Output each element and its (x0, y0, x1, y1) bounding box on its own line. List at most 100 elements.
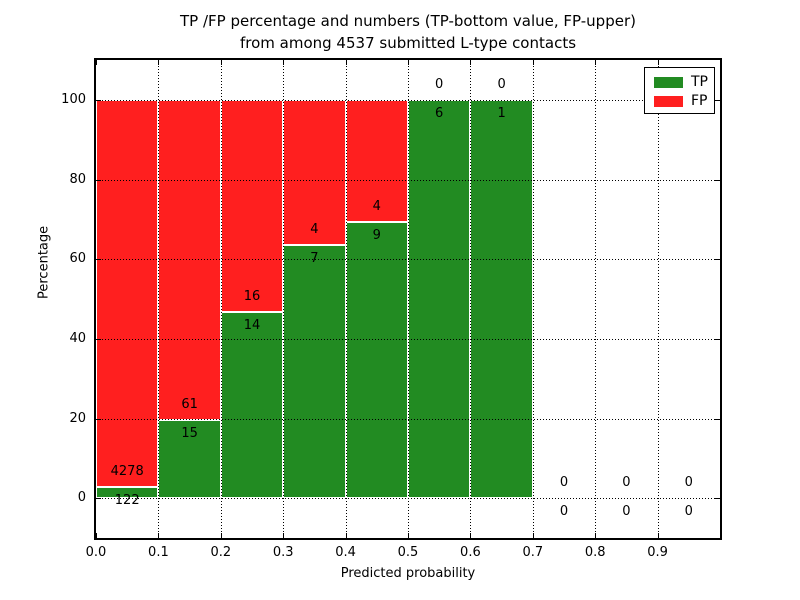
fp-count-label: 0 (435, 76, 444, 92)
fp-count-label: 16 (243, 289, 261, 305)
x-tick-mark-top (345, 60, 347, 65)
fp-count-label: 61 (181, 396, 198, 412)
y-tick-label: 80 (69, 171, 86, 187)
tp-count-label: 6 (435, 105, 444, 121)
x-tick-mark-top (470, 60, 472, 65)
x-tick-mark-top (158, 60, 160, 65)
x-tick-mark-top (96, 60, 97, 65)
x-tick-mark (532, 533, 534, 538)
gridline-vertical (657, 60, 659, 538)
tp-count-label: 0 (684, 504, 693, 520)
chart-title: TP /FP percentage and numbers (TP-bottom… (96, 10, 720, 54)
y-tick-mark-right (715, 418, 720, 420)
x-tick-label: 0.2 (210, 545, 232, 560)
x-tick-label: 0.6 (460, 545, 481, 560)
y-tick-label: 0 (77, 490, 86, 506)
x-tick-label: 0.8 (584, 545, 606, 560)
x-tick-mark-top (220, 60, 222, 65)
bar-segment-tp (345, 222, 408, 499)
fp-count-label: 0 (559, 475, 569, 491)
gridline-vertical (595, 60, 597, 538)
y-tick-label: 40 (69, 330, 86, 346)
fp-color-swatch (654, 96, 683, 107)
x-tick-label: 0.3 (272, 545, 294, 560)
gridline-vertical (283, 60, 285, 538)
x-tick-label: 0.0 (85, 545, 107, 560)
fp-count-label: 0 (622, 475, 631, 491)
bar-segment-tp (220, 312, 284, 499)
x-tick-mark (283, 533, 285, 538)
fp-count-label: 0 (684, 475, 693, 491)
x-tick-mark-top (408, 60, 409, 65)
y-tick-mark-right (715, 179, 720, 181)
tp-count-label: 0 (622, 504, 631, 520)
y-tick-mark (96, 99, 101, 101)
gridline-vertical (158, 60, 160, 538)
x-tick-mark (220, 533, 222, 538)
fp-count-label: 4 (310, 221, 319, 237)
x-tick-mark (158, 533, 160, 538)
y-tick-mark-right (715, 99, 720, 101)
bar-segment-tp (158, 419, 221, 499)
gridline-vertical (408, 60, 409, 538)
gridline-vertical (470, 60, 472, 538)
gridline-vertical (220, 60, 222, 538)
tp-count-label: 14 (243, 318, 261, 334)
tp-count-label: 0 (559, 504, 569, 520)
gridline-vertical (532, 60, 534, 538)
chart-title-line2: from among 4537 submitted L-type contact… (239, 34, 577, 52)
bar-segment-fp (96, 99, 159, 488)
legend: TP FP (644, 67, 715, 114)
legend-entry-tp: TP (645, 74, 714, 90)
x-tick-mark-top (283, 60, 285, 65)
bar-segment-tp (96, 487, 159, 499)
tp-count-label: 7 (310, 250, 319, 266)
x-tick-label: 0.4 (335, 545, 356, 560)
x-tick-mark-top (595, 60, 597, 65)
tp-count-label: 9 (372, 228, 381, 244)
y-tick-label: 20 (69, 410, 86, 426)
x-tick-mark (96, 533, 97, 538)
y-tick-mark (96, 418, 101, 420)
y-tick-mark-right (715, 498, 720, 500)
bar-segment-tp (470, 99, 533, 499)
y-tick-mark (96, 259, 101, 261)
plot-area: TP FP 0.0 0.1 0.2 0.3 0.4 0.5 0.6 0.7 0.8 0.9 0 20 4… (61, 58, 722, 560)
x-tick-mark-top (657, 60, 659, 65)
x-tick-label: 0.5 (397, 545, 419, 560)
legend-label-tp: TP (691, 74, 708, 90)
tp-count-label: 1 (497, 105, 506, 121)
y-tick-label: 60 (69, 251, 86, 267)
x-tick-mark (470, 533, 472, 538)
gridline-vertical (345, 60, 347, 538)
bar-segment-fp (220, 99, 284, 313)
x-tick-label: 0.9 (647, 545, 668, 560)
legend-entry-fp: FP (645, 93, 714, 109)
y-tick-mark (96, 498, 101, 500)
fp-count-label: 4278 (110, 464, 144, 480)
tp-count-label: 15 (181, 425, 198, 441)
y-tick-mark-right (715, 338, 720, 340)
y-tick-mark-right (715, 259, 720, 261)
tp-count-label: 122 (114, 493, 140, 509)
tp-color-swatch (654, 77, 683, 88)
x-tick-label: 0.7 (522, 545, 544, 560)
bar-segment-tp (408, 99, 471, 499)
y-tick-label: 100 (61, 91, 86, 107)
fp-count-label: 4 (372, 199, 381, 215)
x-tick-label: 0.1 (148, 545, 169, 560)
x-tick-mark-top (532, 60, 534, 65)
x-tick-mark (657, 533, 659, 538)
legend-label-fp: FP (691, 93, 708, 109)
bar-segment-tp (283, 244, 346, 499)
x-tick-mark (345, 533, 347, 538)
y-tick-mark (96, 338, 101, 340)
chart-title-line1: TP /FP percentage and numbers (TP-bottom… (180, 12, 636, 30)
y-tick-mark (96, 179, 101, 181)
bar-segment-fp (345, 99, 408, 223)
fp-count-label: 0 (497, 76, 506, 92)
x-axis-label: Predicted probability (340, 566, 476, 581)
x-tick-mark (595, 533, 597, 538)
x-tick-mark (408, 533, 409, 538)
